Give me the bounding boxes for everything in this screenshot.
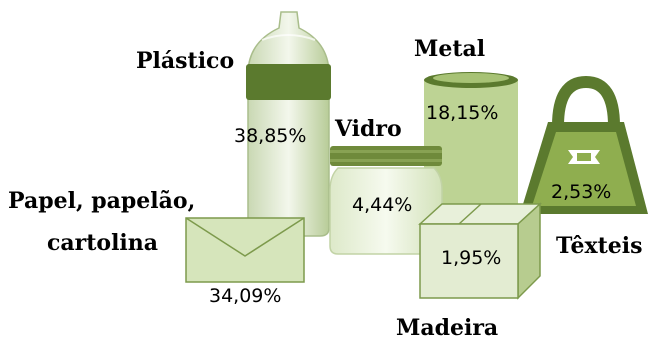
plastic-label: Plástico — [136, 50, 234, 72]
plastic-bottle-icon — [246, 12, 331, 236]
textiles-value: 2,53% — [551, 183, 611, 202]
paper-label-line2: cartolina — [47, 232, 158, 254]
glass-label: Vidro — [335, 118, 402, 140]
wood-label: Madeira — [396, 317, 498, 339]
plastic-value: 38,85% — [234, 127, 306, 146]
paper-value: 34,09% — [209, 287, 281, 306]
textiles-label: Têxteis — [556, 235, 643, 257]
metal-value: 18,15% — [426, 104, 498, 123]
paper-label-line1: Papel, papelão, — [8, 190, 195, 212]
glass-value: 4,44% — [352, 196, 412, 215]
wood-value: 1,95% — [441, 249, 501, 268]
envelope-icon — [186, 218, 304, 282]
metal-label: Metal — [414, 38, 485, 60]
